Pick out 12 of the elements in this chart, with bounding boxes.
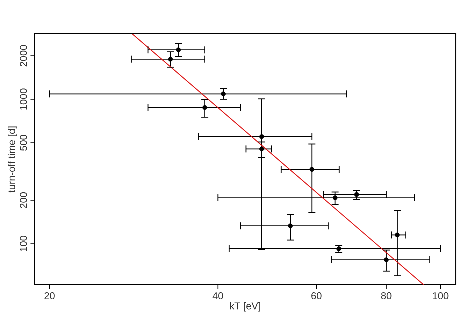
x-tick-label: 80 <box>381 292 392 300</box>
y-tick-label: 500 <box>20 135 28 151</box>
y-tick-label: 2000 <box>20 45 28 67</box>
x-tick-label: 60 <box>312 292 322 300</box>
y-tick-label: 100 <box>20 236 28 252</box>
x-axis-title: kT [eV] <box>230 302 260 312</box>
x-tick-label: 100 <box>433 292 449 300</box>
y-axis-title: turn-off time [d] <box>8 126 18 193</box>
x-tick-label: 40 <box>212 292 224 300</box>
x-tick-label: 20 <box>44 292 55 300</box>
y-tick-label: 200 <box>20 192 28 208</box>
y-tick-label: 1000 <box>20 88 28 110</box>
